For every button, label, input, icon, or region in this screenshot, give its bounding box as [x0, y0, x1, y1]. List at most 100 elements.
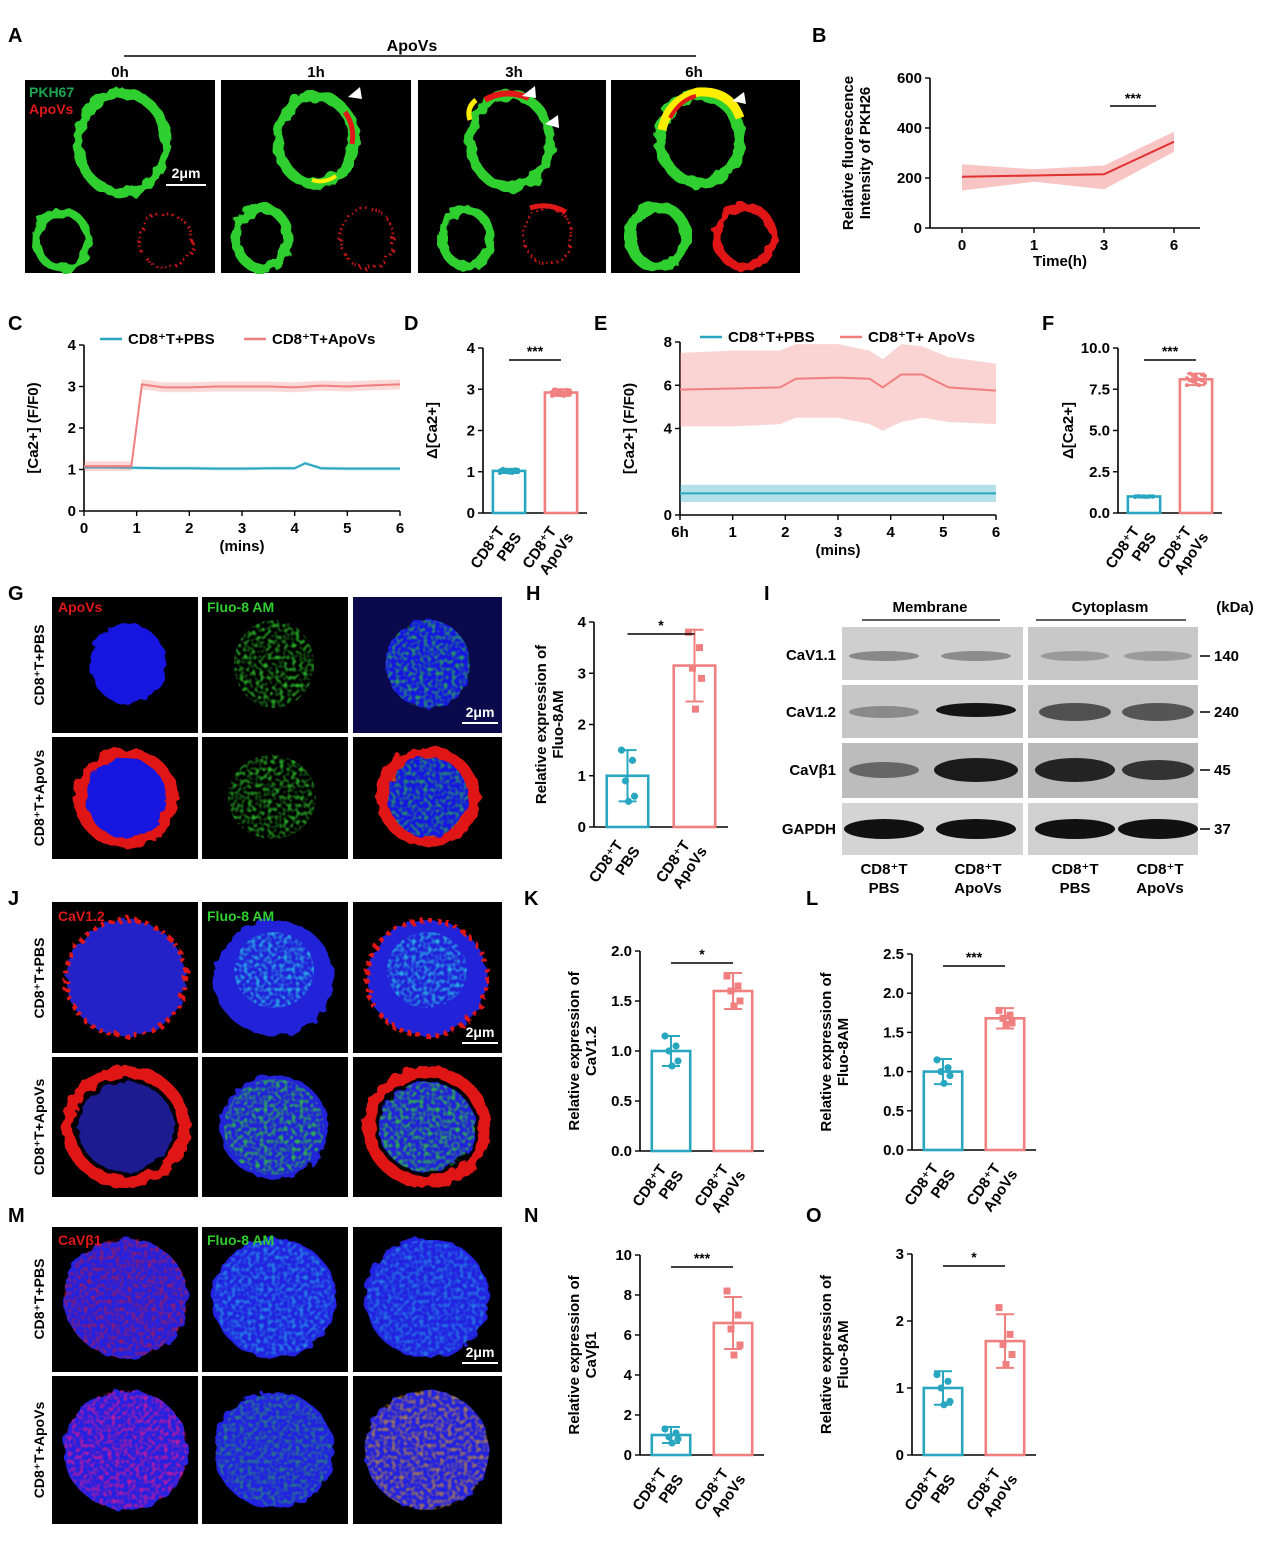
x-axis-label: Time(h) [1033, 253, 1087, 270]
y-axis-label: [Ca2+] (F/F0) [25, 382, 42, 473]
lane-label: ApoVs [1136, 880, 1184, 897]
data-point [513, 469, 517, 474]
data-point [562, 393, 566, 398]
data-point [736, 1341, 744, 1349]
data-point [727, 1325, 735, 1333]
bar [712, 989, 754, 1153]
x-tick-label: 2 [781, 524, 789, 541]
y-tick-label: 200 [897, 170, 922, 187]
micrograph-1h [221, 80, 411, 273]
data-point [734, 1311, 742, 1319]
legend-apovs: ApoVs [29, 101, 74, 117]
scalebar-label-a: 2μm [172, 165, 201, 181]
x-tick-label: 6h [671, 524, 689, 541]
y-tick-label: 1 [578, 768, 586, 785]
lane-label: ApoVs [954, 880, 1002, 897]
y-tick-label: 0 [467, 505, 475, 522]
data-point [944, 1377, 952, 1385]
x-axis-label: (mins) [220, 538, 265, 555]
y-tick-label: 0 [896, 1447, 904, 1464]
kda-marker: 45 [1214, 762, 1231, 779]
y-axis-label: Relative expression of [566, 970, 583, 1130]
panel-label-c: C [8, 313, 22, 335]
data-point [507, 468, 511, 473]
data-point [1191, 373, 1195, 378]
data-point [501, 466, 505, 471]
arrowhead-icon [545, 115, 559, 128]
lane-label: CD8⁺T [860, 861, 907, 878]
legend-label: CD8⁺T+PBS [128, 331, 215, 348]
y-tick-label: 0.0 [883, 1142, 904, 1159]
row-label: CD8⁺T+ApoVs [31, 1079, 47, 1176]
panel-label-k: K [524, 888, 539, 910]
y-tick-label: 1 [68, 462, 76, 479]
lane-label: CD8⁺T [1136, 861, 1183, 878]
panel-i-western-blot: Membrane Cytoplasm (kDa) CaV1.1 CaV1.2 [782, 599, 1254, 897]
kda-unit: (kDa) [1216, 599, 1254, 616]
data-point [621, 777, 630, 785]
legend-label: CD8⁺T+PBS [728, 329, 815, 346]
x-tick-label: 5 [939, 524, 947, 541]
data-point [1148, 494, 1152, 499]
legend-label: CD8⁺T+ ApoVs [868, 329, 975, 346]
micrograph-6h [611, 80, 800, 273]
y-tick-label: 10.0 [1081, 340, 1110, 357]
y-axis-label: Fluo-8AM [835, 1018, 852, 1086]
y-axis-label: Fluo-8AM [550, 690, 567, 758]
apovs-header: ApoVs [387, 38, 438, 55]
data-point [1133, 494, 1137, 499]
data-point [1188, 371, 1192, 376]
stain-label: Fluo-8 AM [207, 1232, 274, 1248]
time-label-1h: 1h [307, 64, 325, 81]
stain-label: ApoVs [58, 599, 103, 615]
data-point [730, 1351, 738, 1359]
row-label: CD8⁺T+PBS [31, 625, 47, 706]
y-axis-label: Δ[Ca2+] [424, 402, 441, 459]
data-point [550, 393, 554, 398]
data-point [995, 1006, 1003, 1014]
y-tick-label: 2 [578, 717, 586, 734]
arrowhead-icon [732, 92, 746, 104]
data-point [723, 1287, 731, 1295]
data-point [550, 389, 554, 394]
data-point [685, 628, 692, 636]
data-point [946, 1071, 954, 1080]
y-tick-label: 8 [624, 1287, 632, 1304]
lane-label: PBS [1060, 880, 1091, 897]
kda-marker: 240 [1214, 704, 1239, 721]
y-tick-label: 3 [68, 379, 76, 396]
data-point [723, 972, 731, 980]
y-tick-label: 3 [467, 381, 475, 398]
chart-c: 0 1 2 3 4 0 1 2 3 4 5 6 CD8⁺T+PBS CD8⁺T+ApoVs (mins) [C… [25, 331, 404, 555]
data-point [504, 469, 508, 474]
panel-label-i: I [764, 583, 770, 605]
group-label-membrane: Membrane [892, 599, 967, 616]
bar [491, 469, 527, 515]
data-point [689, 664, 696, 672]
data-point [1200, 372, 1204, 377]
y-tick-label: 6 [664, 377, 672, 394]
data-point [665, 1433, 673, 1441]
y-tick-label: 1 [467, 464, 475, 481]
data-point [995, 1304, 1003, 1312]
x-tick-label: 0 [80, 520, 88, 537]
data-point [568, 392, 572, 397]
data-point [1002, 1021, 1010, 1029]
data-point [999, 1340, 1007, 1348]
y-tick-label: 5.0 [1089, 423, 1110, 440]
y-tick-label: 4 [578, 614, 587, 631]
panel-a: ApoVs 0h 1h 3h 6h 2μm PKH67 ApoVs [25, 38, 800, 273]
data-point [692, 705, 699, 713]
y-tick-label: 0.0 [611, 1143, 632, 1160]
y-tick-label: 4 [624, 1367, 633, 1384]
x-tick-label: 2 [185, 520, 193, 537]
data-point [568, 388, 572, 393]
data-point [498, 468, 502, 473]
lane-label: PBS [869, 880, 900, 897]
y-tick-label: 4 [467, 340, 476, 357]
y-tick-label: 2 [896, 1313, 904, 1330]
chart-e: 0 4 6 8 6h 1 2 3 4 5 6 CD8⁺T+PBS CD8⁺T+ ApoVs (mins) [… [621, 329, 1000, 559]
significance-marker: *** [966, 949, 983, 965]
y-tick-label: 3 [578, 665, 586, 682]
